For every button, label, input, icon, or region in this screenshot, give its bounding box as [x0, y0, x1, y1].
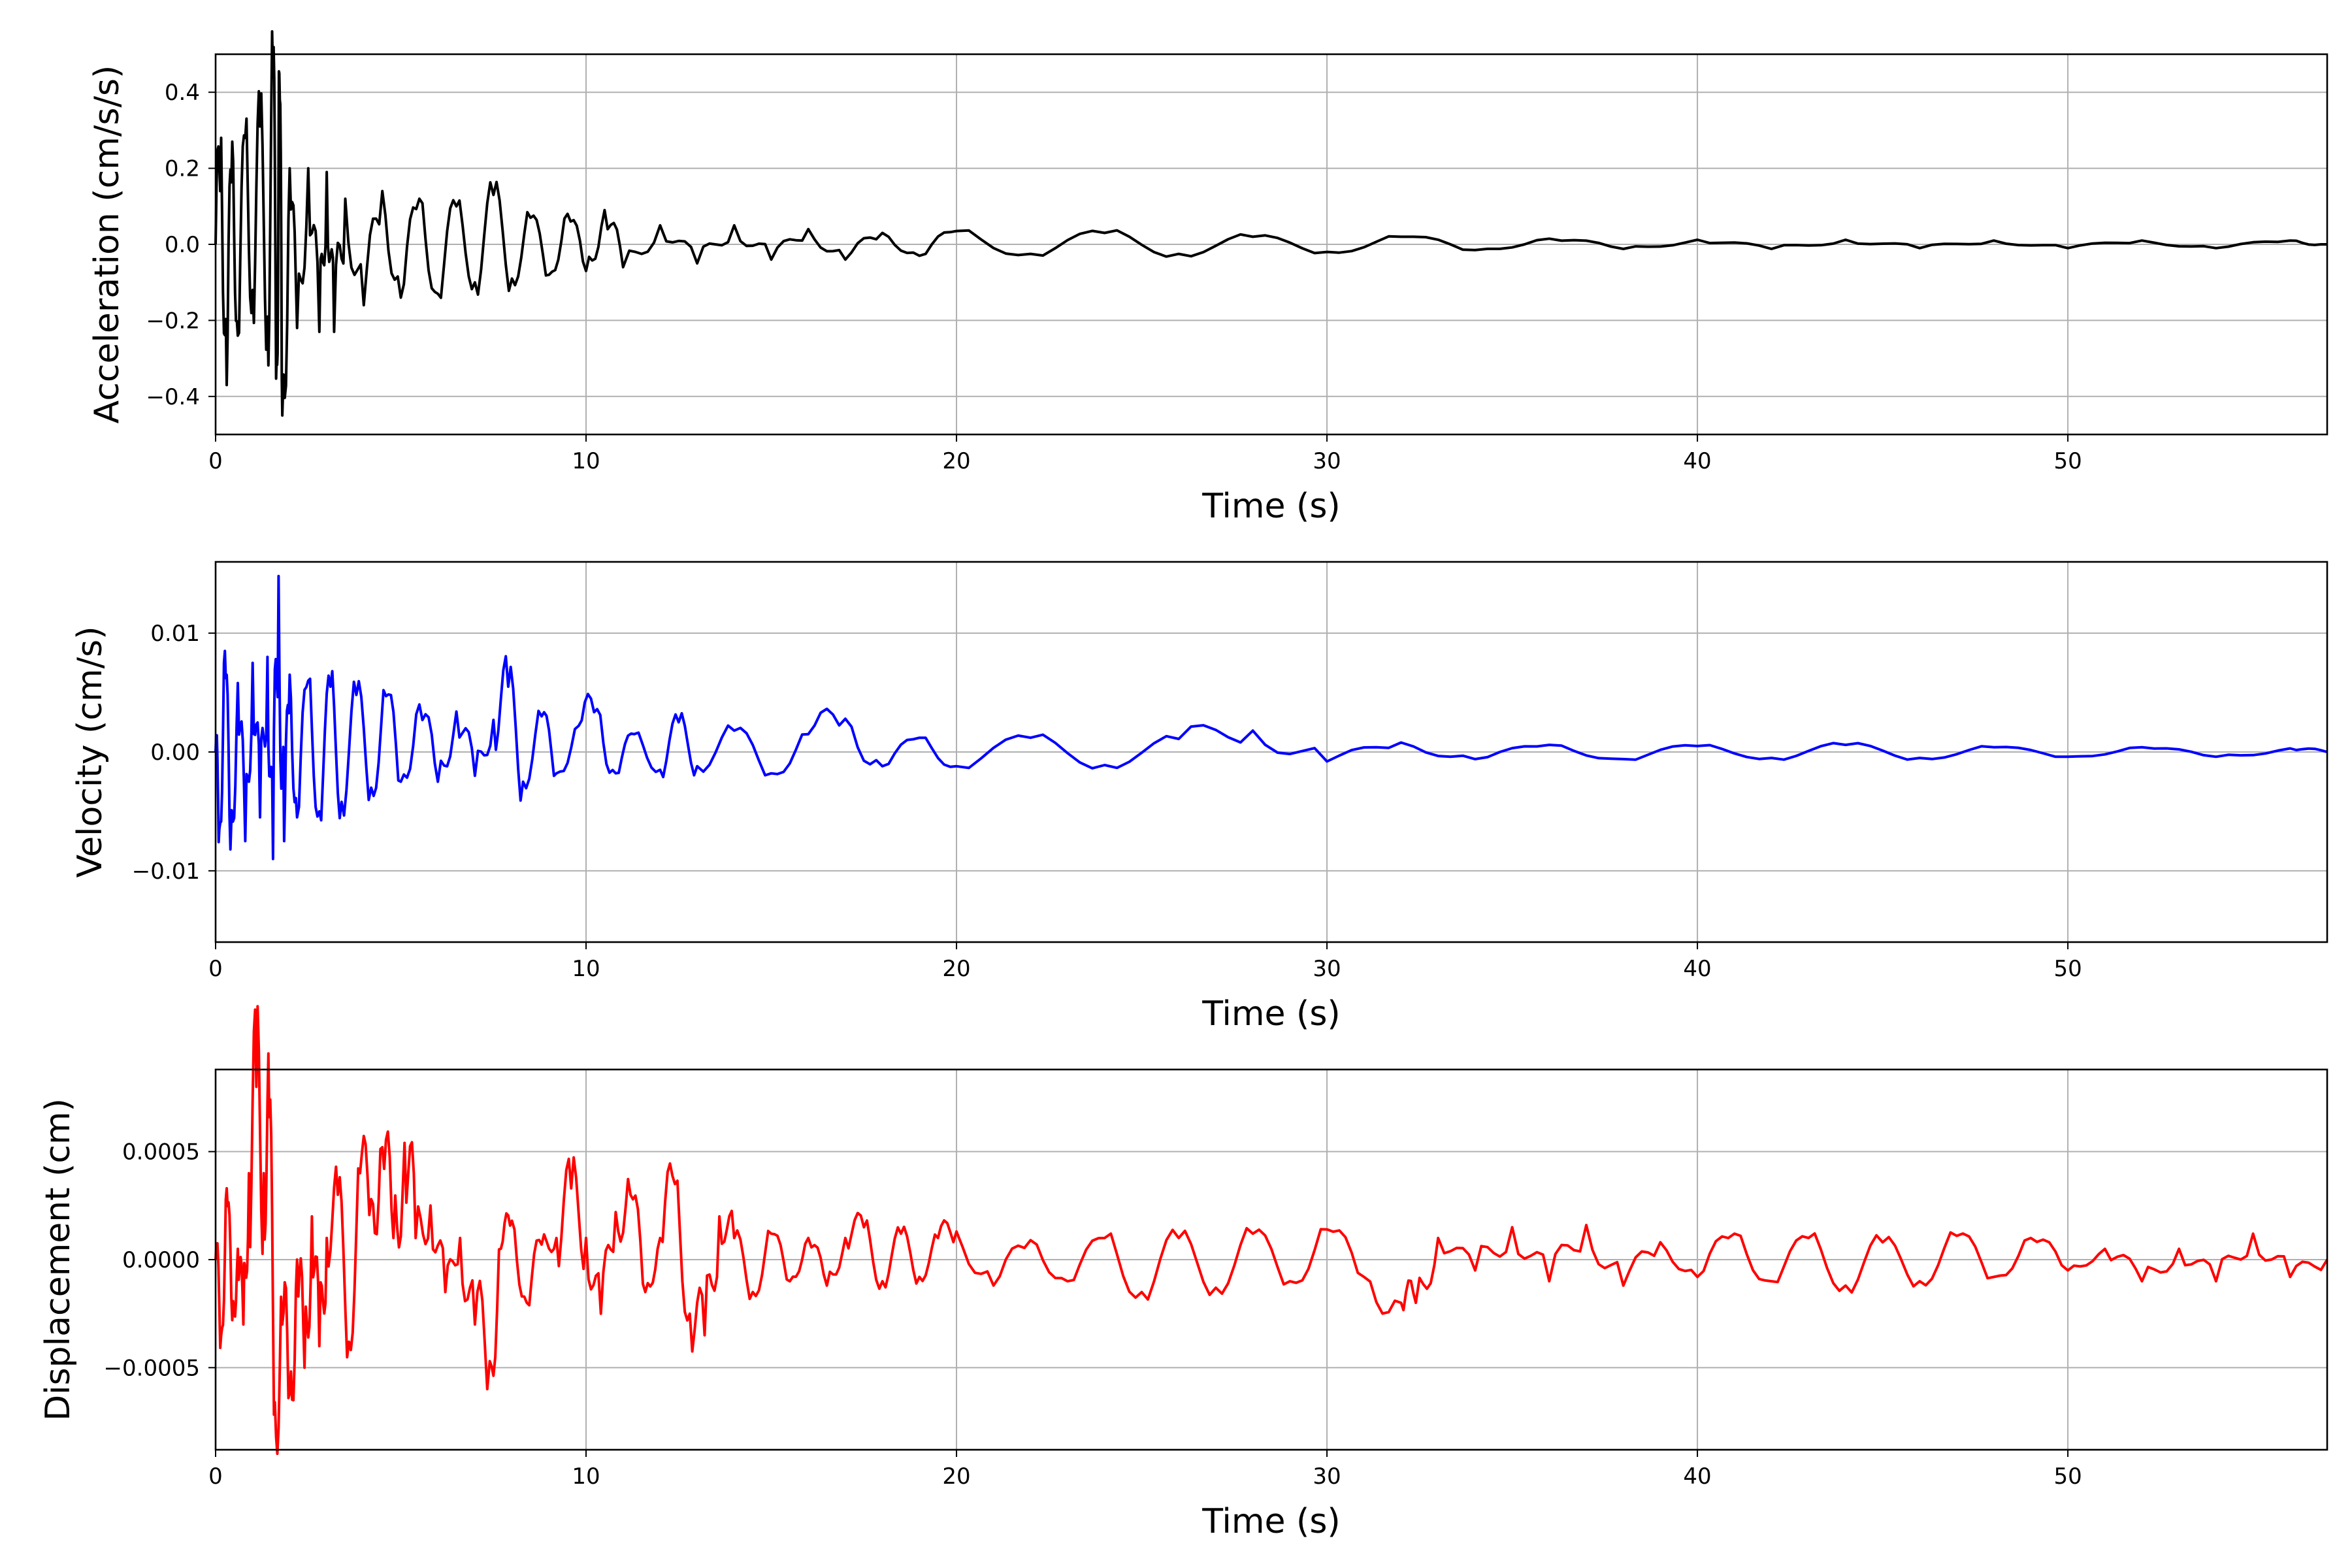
displacement-x-tick-label-4: 40	[1683, 1463, 1711, 1490]
acceleration-y-tick-label-3: 0.2	[165, 156, 200, 182]
acceleration-y-tick-label-1: −0.2	[146, 308, 200, 334]
displacement-y-axis-label: Displacement (cm)	[39, 1098, 78, 1421]
displacement-x-tick-label-5: 50	[2053, 1463, 2082, 1490]
displacement-x-axis-label: Time (s)	[1201, 1502, 1340, 1541]
displacement-x-tick-label-2: 20	[942, 1463, 970, 1490]
displacement-series-line	[214, 1005, 2328, 1456]
acceleration-x-tick-label-0: 0	[208, 448, 223, 474]
displacement-grid	[215, 1070, 2327, 1450]
acceleration-ticks: 0 10 20 30 40 50 −0.4 −0.2 0.0 0.2 0.4	[146, 80, 2082, 474]
acceleration-grid	[215, 54, 2327, 434]
velocity-panel: 0 10 20 30 40 50 −0.01 0.00 0.01 Time (s) Veloci…	[71, 561, 2328, 1034]
acceleration-series-line	[214, 30, 2327, 417]
velocity-y-tick-label-2: 0.01	[150, 621, 200, 647]
velocity-x-tick-label-0: 0	[208, 956, 223, 982]
velocity-plot-area	[214, 574, 2328, 860]
displacement-plot-area	[214, 1005, 2328, 1456]
acceleration-x-tick-label-3: 30	[1313, 448, 1341, 474]
displacement-y-tick-label-1: 0.0000	[122, 1247, 200, 1273]
acceleration-y-tick-label-2: 0.0	[165, 232, 200, 258]
velocity-grid	[215, 562, 2327, 942]
velocity-x-tick-label-3: 30	[1313, 956, 1341, 982]
velocity-y-tick-label-1: 0.00	[150, 740, 200, 766]
acceleration-panel: 0 10 20 30 40 50 −0.4 −0.2 0.0 0.2 0.4 Time (s) Ac…	[88, 30, 2328, 526]
acceleration-x-axis-label: Time (s)	[1201, 487, 1340, 526]
velocity-x-tick-label-2: 20	[942, 956, 970, 982]
velocity-y-axis-label: Velocity (cm/s)	[71, 627, 110, 878]
displacement-y-tick-label-0: −0.0005	[104, 1355, 200, 1381]
velocity-x-axis-label: Time (s)	[1201, 994, 1340, 1034]
velocity-x-tick-label-1: 10	[572, 956, 600, 982]
displacement-y-tick-label-2: 0.0005	[122, 1139, 200, 1166]
velocity-ticks: 0 10 20 30 40 50 −0.01 0.00 0.01	[132, 621, 2082, 982]
acceleration-x-tick-label-4: 40	[1683, 448, 1711, 474]
displacement-x-tick-label-3: 30	[1313, 1463, 1341, 1490]
velocity-x-tick-label-4: 40	[1683, 956, 1711, 982]
acceleration-x-tick-label-1: 10	[572, 448, 600, 474]
acceleration-plot-area	[214, 30, 2327, 417]
displacement-ticks: 0 10 20 30 40 50 −0.0005 0.0000 0.0005	[104, 1139, 2082, 1490]
velocity-y-tick-label-0: −0.01	[132, 858, 200, 885]
acceleration-y-tick-label-0: −0.4	[146, 384, 200, 410]
displacement-x-tick-label-1: 10	[572, 1463, 600, 1490]
acceleration-x-tick-label-2: 20	[942, 448, 970, 474]
velocity-x-tick-label-5: 50	[2053, 956, 2082, 982]
velocity-series-line	[214, 574, 2328, 860]
acceleration-y-tick-label-4: 0.4	[165, 80, 200, 106]
acceleration-x-tick-label-5: 50	[2053, 448, 2082, 474]
acceleration-y-axis-label: Acceleration (cm/s/s)	[88, 65, 127, 424]
displacement-x-tick-label-0: 0	[208, 1463, 223, 1490]
